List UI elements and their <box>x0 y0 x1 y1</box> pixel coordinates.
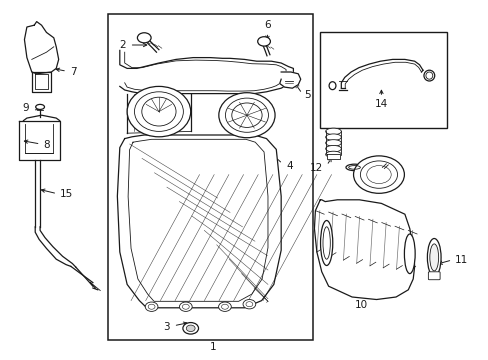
Text: 12: 12 <box>309 163 323 174</box>
Circle shape <box>145 302 158 311</box>
Polygon shape <box>314 200 414 300</box>
Text: 7: 7 <box>70 67 77 77</box>
Polygon shape <box>19 115 60 121</box>
Ellipse shape <box>429 244 438 271</box>
Circle shape <box>183 323 198 334</box>
Text: 1: 1 <box>209 342 216 352</box>
Ellipse shape <box>325 151 341 158</box>
Circle shape <box>137 33 151 43</box>
Circle shape <box>353 156 404 193</box>
Ellipse shape <box>320 220 332 266</box>
Text: 9: 9 <box>22 103 29 113</box>
Polygon shape <box>32 72 51 92</box>
FancyBboxPatch shape <box>427 272 439 280</box>
Circle shape <box>243 300 255 309</box>
Ellipse shape <box>328 82 335 90</box>
Text: 13: 13 <box>360 180 373 190</box>
Polygon shape <box>19 121 60 160</box>
Bar <box>320 32 447 128</box>
Text: 10: 10 <box>355 300 367 310</box>
Text: 4: 4 <box>285 161 292 171</box>
Ellipse shape <box>325 134 341 140</box>
Ellipse shape <box>427 239 440 276</box>
Polygon shape <box>326 154 340 159</box>
Ellipse shape <box>423 70 434 81</box>
Text: 2: 2 <box>119 40 126 50</box>
Circle shape <box>179 302 192 311</box>
Ellipse shape <box>345 164 362 171</box>
Text: 8: 8 <box>43 140 50 150</box>
Text: 11: 11 <box>454 255 467 265</box>
Text: 14: 14 <box>374 99 387 109</box>
Circle shape <box>218 302 231 311</box>
Polygon shape <box>24 22 59 74</box>
Circle shape <box>257 37 270 46</box>
Polygon shape <box>117 135 281 308</box>
Bar <box>107 14 312 340</box>
Text: 3: 3 <box>163 321 170 332</box>
Ellipse shape <box>325 145 341 152</box>
Text: 6: 6 <box>264 20 271 30</box>
Ellipse shape <box>127 86 190 137</box>
Text: 15: 15 <box>60 189 73 199</box>
Circle shape <box>186 325 195 332</box>
Ellipse shape <box>325 128 341 135</box>
Ellipse shape <box>325 140 341 146</box>
Text: 5: 5 <box>304 90 311 100</box>
Ellipse shape <box>36 104 44 109</box>
Polygon shape <box>120 50 293 94</box>
Ellipse shape <box>404 234 414 274</box>
Ellipse shape <box>218 93 274 138</box>
Polygon shape <box>279 72 300 88</box>
